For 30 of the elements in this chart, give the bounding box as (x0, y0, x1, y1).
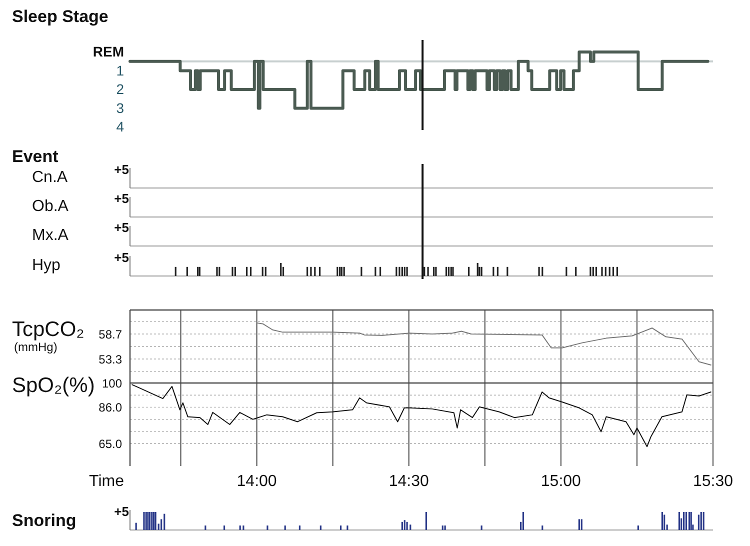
y-axis-title: TcpCO₂ (12, 318, 84, 341)
y-tick-label: 4 (116, 118, 124, 134)
chart-title: Snoring (12, 511, 76, 530)
y-tick-label: 86.0 (98, 400, 122, 415)
text: Mx.A (32, 227, 69, 244)
x-axis-title: Time (89, 473, 124, 490)
text: +5 (114, 504, 129, 519)
text: +5 (114, 191, 129, 206)
y-tick-label: 65.0 (98, 437, 122, 452)
text: +5 (114, 162, 129, 177)
y-axis-title: Hyp (32, 257, 61, 274)
y-tick-label: REM (92, 44, 124, 60)
chart-title: Sleep Stage (12, 7, 108, 26)
text: Event (12, 147, 59, 166)
x-tick-label: 14:30 (388, 473, 429, 490)
y-tick-label: 2 (116, 81, 124, 97)
y-tick-label: 3 (116, 100, 124, 116)
text: Cn.A (32, 169, 68, 186)
text: (mmHg) (14, 340, 58, 354)
text: +5 (114, 220, 129, 235)
y-axis-title: SpO₂(%) (12, 374, 95, 397)
y-tick-label: 100 (102, 376, 122, 390)
y-tick-label: 1 (116, 62, 124, 78)
text: Ob.A (32, 198, 69, 215)
x-tick-label: 14:00 (236, 473, 277, 490)
y-tick-label: 53.3 (98, 352, 122, 366)
x-tick-label: 15:00 (540, 473, 582, 490)
x-tick-label: 15:30 (692, 473, 734, 490)
y-tick-label: 58.7 (98, 328, 122, 342)
text: +5 (114, 250, 129, 265)
